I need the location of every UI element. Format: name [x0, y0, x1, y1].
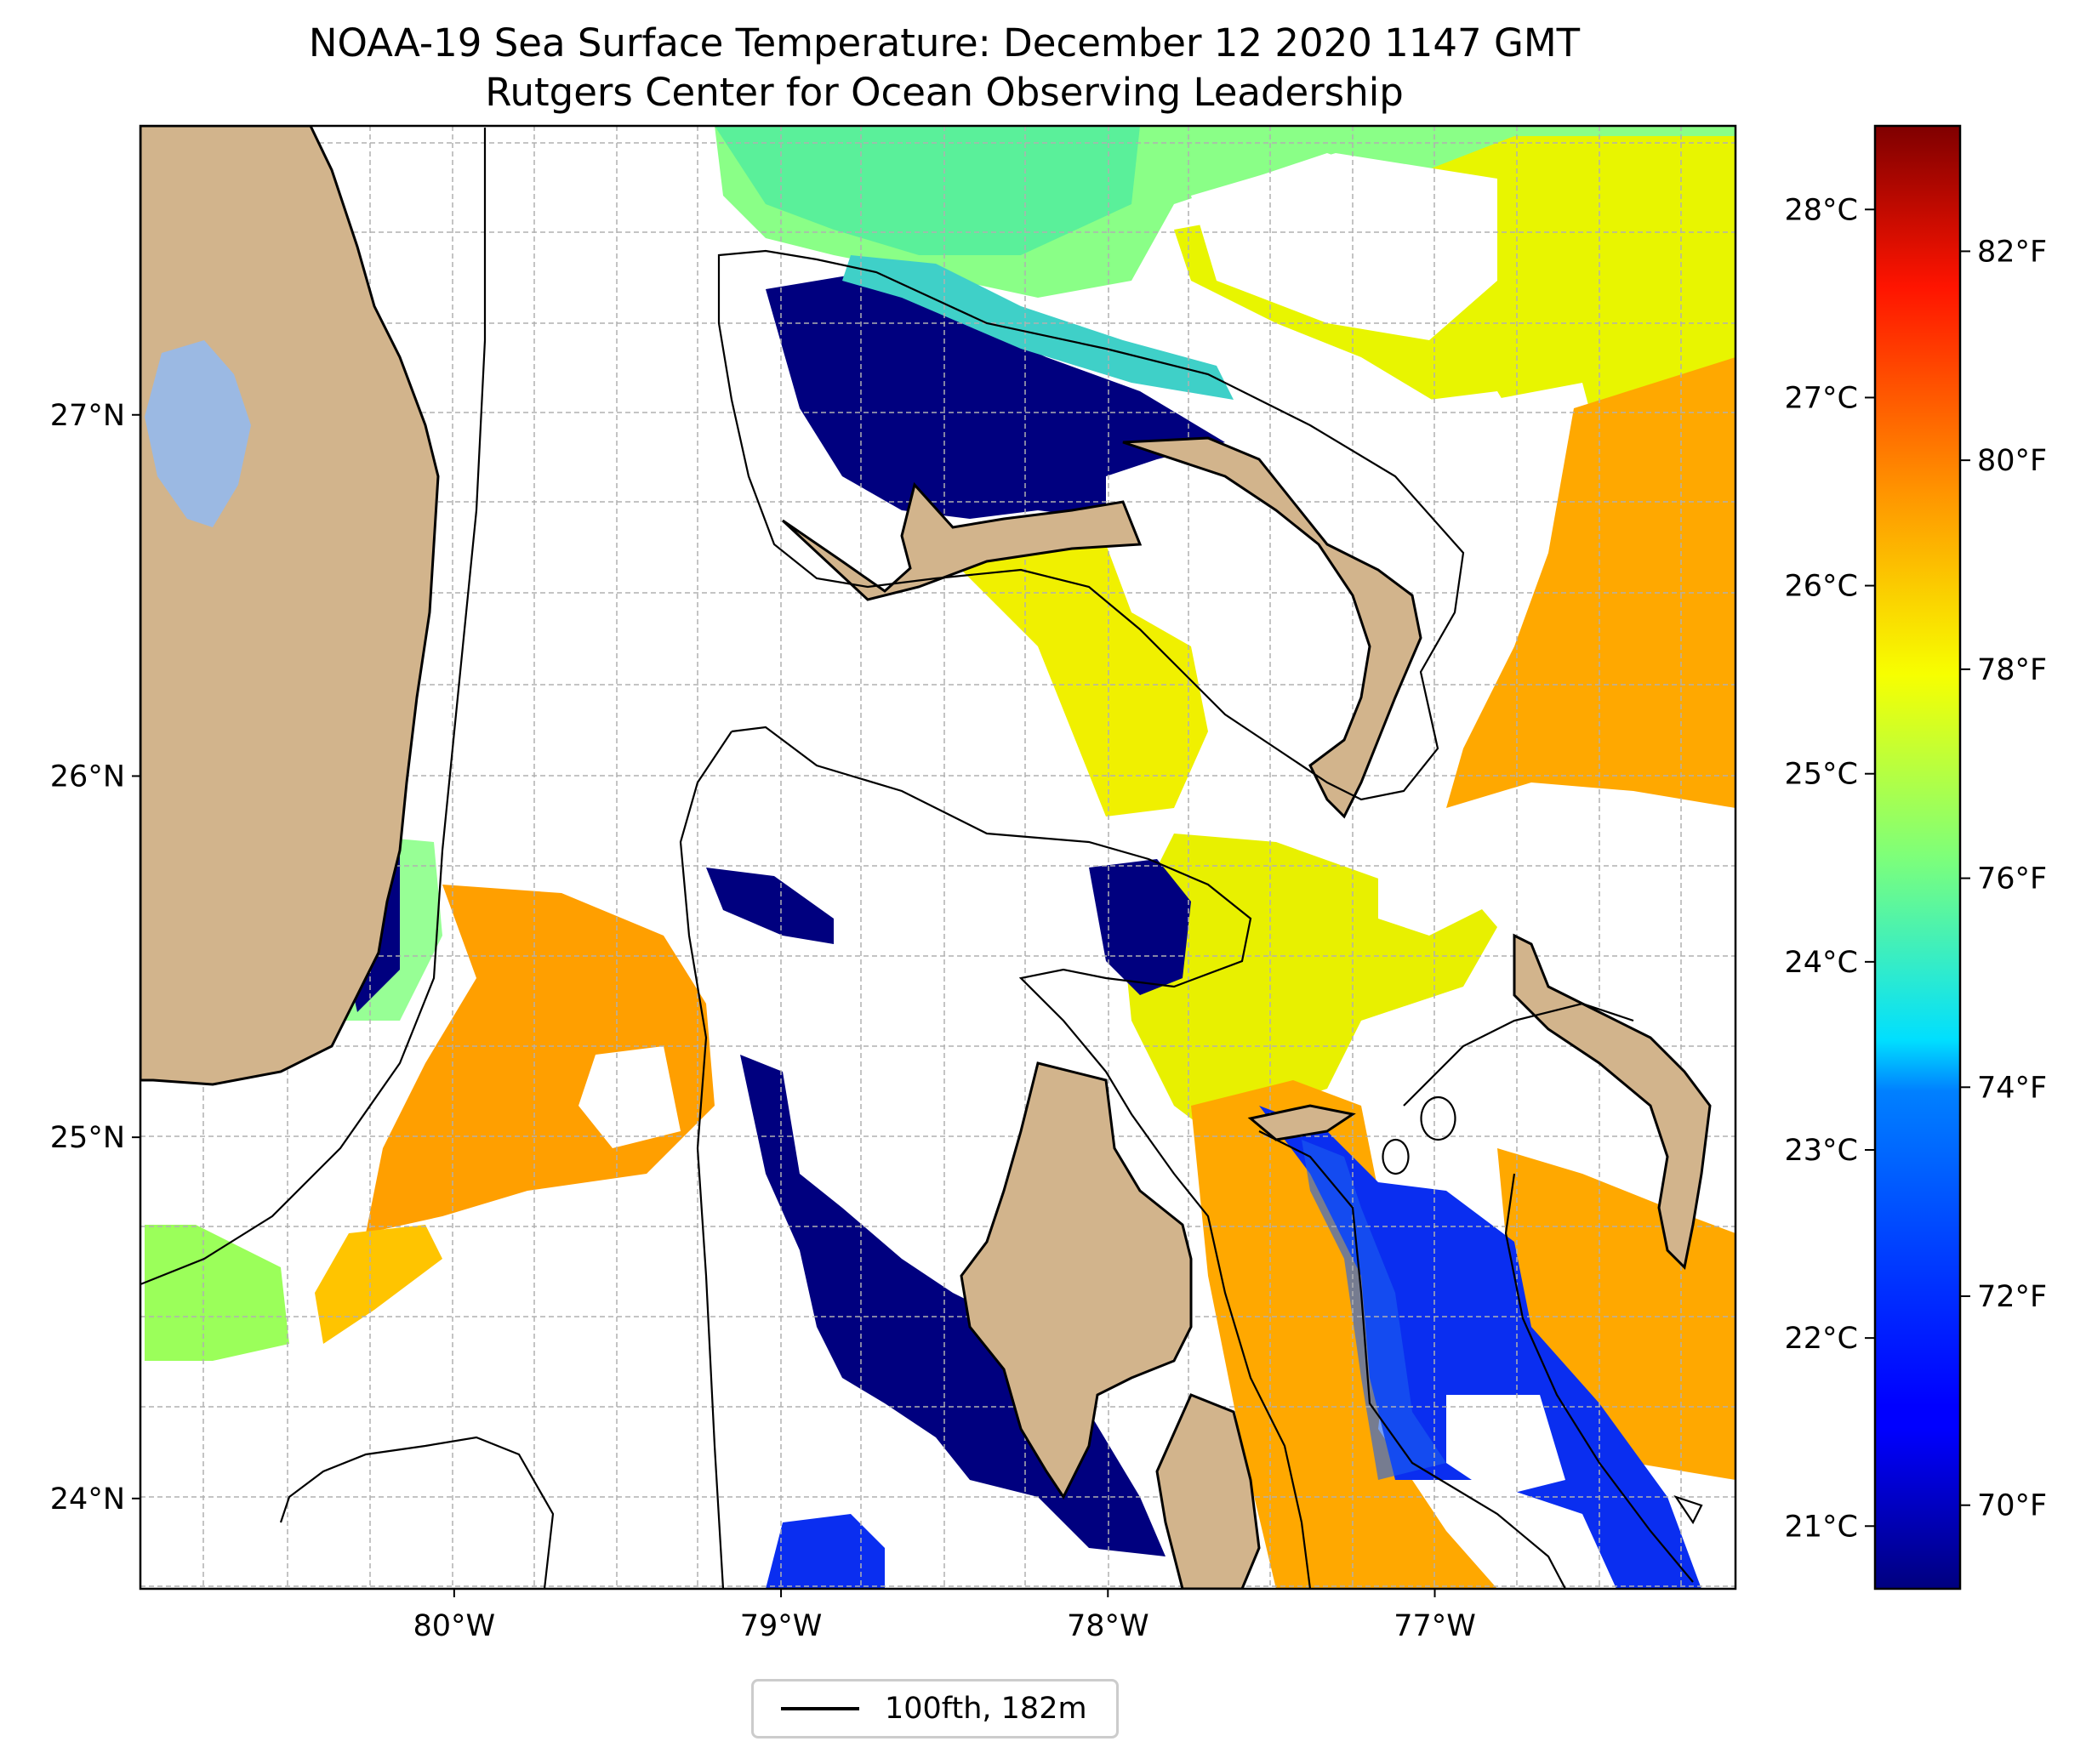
- colorbar-gradient: [1875, 126, 1960, 1589]
- lat-tick-label: 27°N: [50, 399, 125, 433]
- title-line-1: NOAA-19 Sea Surface Temperature: Decembe…: [308, 20, 1581, 65]
- lat-tick-label: 26°N: [50, 760, 125, 794]
- celsius-tick-label: 25°C: [1785, 758, 1858, 792]
- fahrenheit-tick-label: 76°F: [1977, 862, 2047, 896]
- celsius-tick-label: 28°C: [1785, 193, 1858, 227]
- celsius-tick-label: 27°C: [1785, 381, 1858, 415]
- abaco-land: [1122, 436, 1422, 819]
- colorbar-frame: [1873, 124, 1962, 1590]
- celsius-tick-label: 21°C: [1785, 1510, 1858, 1544]
- lake-okeechobee: [145, 340, 251, 527]
- map-plot-area: [139, 124, 1737, 1590]
- fahrenheit-tick-label: 82°F: [1977, 235, 2047, 269]
- depth-contours-100fth: [140, 128, 1703, 1589]
- legend-line-swatch: [781, 1707, 859, 1710]
- celsius-tick-label: 23°C: [1785, 1134, 1858, 1168]
- lat-tick-label: 25°N: [50, 1121, 125, 1155]
- lon-tick-label: 78°W: [1067, 1609, 1149, 1643]
- map-title: NOAA-19 Sea Surface Temperature: Decembe…: [140, 19, 1748, 117]
- colorbar-fahrenheit-ticks: 82°F 80°F 78°F 76°F 74°F 72°F 70°F: [1960, 235, 2047, 1523]
- lon-tick-label: 77°W: [1394, 1609, 1476, 1643]
- fahrenheit-tick-label: 74°F: [1977, 1071, 2047, 1105]
- celsius-tick-label: 24°C: [1785, 946, 1858, 980]
- celsius-tick-label: 22°C: [1785, 1322, 1858, 1356]
- title-line-2: Rutgers Center for Ocean Observing Leade…: [485, 70, 1404, 115]
- fahrenheit-tick-label: 72°F: [1977, 1280, 2047, 1314]
- fahrenheit-tick-label: 70°F: [1977, 1489, 2047, 1523]
- legend-label: 100fth, 182m: [885, 1692, 1087, 1726]
- eleuthera-land: [1247, 1104, 1356, 1141]
- andros-south-land: [1155, 1393, 1261, 1589]
- map-frame: [139, 124, 1737, 1590]
- colorbar: 28°C 27°C 26°C 25°C 24°C 23°C 22°C 21°C 82°F 80°…: [1785, 124, 2047, 1590]
- andros-land: [960, 1061, 1193, 1499]
- grand-bahama-land: [781, 481, 1143, 601]
- sst-field: [145, 126, 1735, 1589]
- fahrenheit-tick-label: 78°F: [1977, 653, 2047, 687]
- longitude-tick-labels: 80°W 79°W 78°W 77°W: [413, 1589, 1476, 1643]
- legend: 100fth, 182m: [751, 1679, 1119, 1738]
- fahrenheit-tick-label: 80°F: [1977, 444, 2047, 478]
- celsius-tick-label: 26°C: [1785, 570, 1858, 604]
- land-masses: [140, 126, 1712, 1589]
- latitude-tick-labels: 27°N 26°N 25°N 24°N: [50, 399, 140, 1516]
- lat-tick-label: 24°N: [50, 1482, 125, 1516]
- lon-tick-label: 80°W: [413, 1609, 496, 1643]
- colorbar-celsius-ticks: 28°C 27°C 26°C 25°C 24°C 23°C 22°C 21°C: [1785, 193, 1875, 1544]
- exuma-land: [1513, 933, 1712, 1271]
- lon-tick-label: 79°W: [740, 1609, 823, 1643]
